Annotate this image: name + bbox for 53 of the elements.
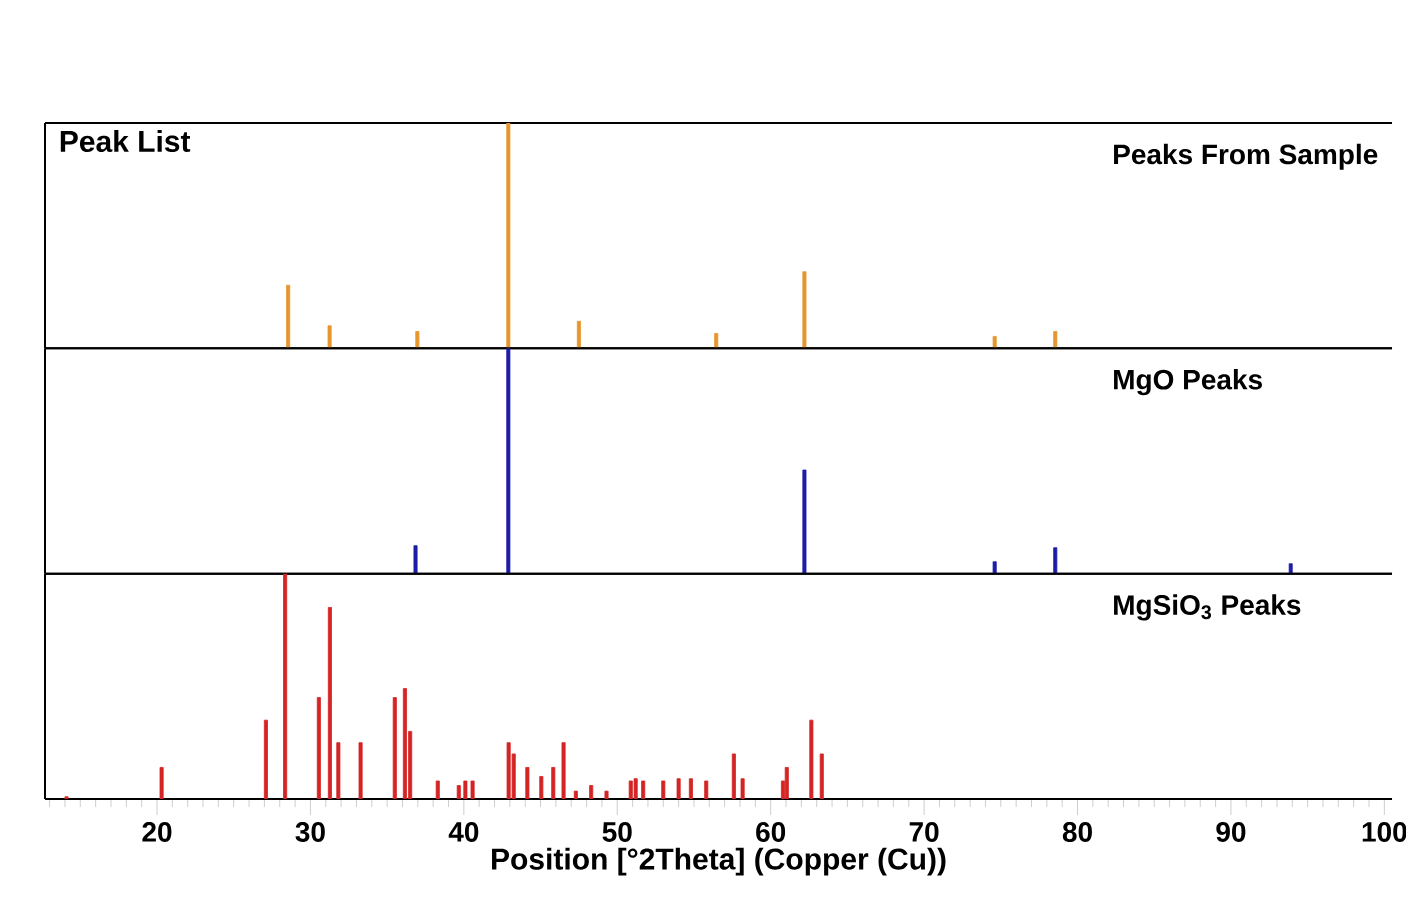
bar: [992, 336, 997, 349]
bar: [688, 778, 693, 799]
bar: [633, 778, 638, 799]
bar: [470, 780, 475, 799]
chart-title: Peak List: [60, 130, 191, 153]
x-tick-label: 60: [756, 822, 786, 842]
bar: [392, 697, 397, 799]
bar: [714, 333, 719, 349]
x-tick-label: 50: [602, 822, 632, 842]
bar: [283, 573, 288, 799]
bar: [641, 780, 646, 799]
bar: [676, 778, 681, 799]
bar: [64, 796, 69, 799]
x-axis-title: Position [°2Theta] (Copper (Cu)): [492, 847, 946, 876]
bar: [463, 780, 468, 799]
bar: [551, 767, 556, 799]
bar: [316, 697, 321, 799]
bar: [561, 742, 566, 799]
bar: [784, 767, 789, 799]
x-tick-label: 70: [909, 822, 939, 842]
bar: [286, 284, 291, 349]
bar: [573, 790, 578, 799]
bar: [456, 785, 461, 799]
x-tick-label: 30: [295, 822, 325, 842]
annotation: MgO Peaks: [1114, 369, 1262, 396]
bar: [525, 767, 530, 799]
x-tick-label: 80: [1062, 822, 1092, 842]
x-tick-label: 20: [142, 822, 172, 842]
bar: [661, 780, 666, 799]
bar: [159, 767, 164, 799]
bar: [358, 742, 363, 799]
bar: [589, 785, 594, 799]
bar: [809, 719, 814, 799]
bar: [576, 320, 581, 349]
x-tick-label: 100: [1362, 822, 1406, 842]
bar: [263, 719, 268, 799]
bar: [731, 753, 736, 799]
bar: [740, 778, 745, 799]
bar: [435, 780, 440, 799]
bar: [802, 271, 807, 349]
bar: [1053, 331, 1058, 349]
annotation: Peaks From Sample: [1114, 143, 1378, 170]
bar: [415, 331, 420, 349]
bar: [327, 607, 332, 799]
annotation: MgSiO$_{3}$ Peaks: [1114, 594, 1301, 621]
bar: [539, 776, 544, 799]
bar: [704, 780, 709, 799]
bar: [819, 753, 824, 799]
bar: [604, 790, 609, 799]
bar: [336, 742, 341, 799]
x-tick-label: 90: [1216, 822, 1246, 842]
x-tick-label: 40: [448, 822, 479, 842]
bar: [327, 325, 332, 349]
